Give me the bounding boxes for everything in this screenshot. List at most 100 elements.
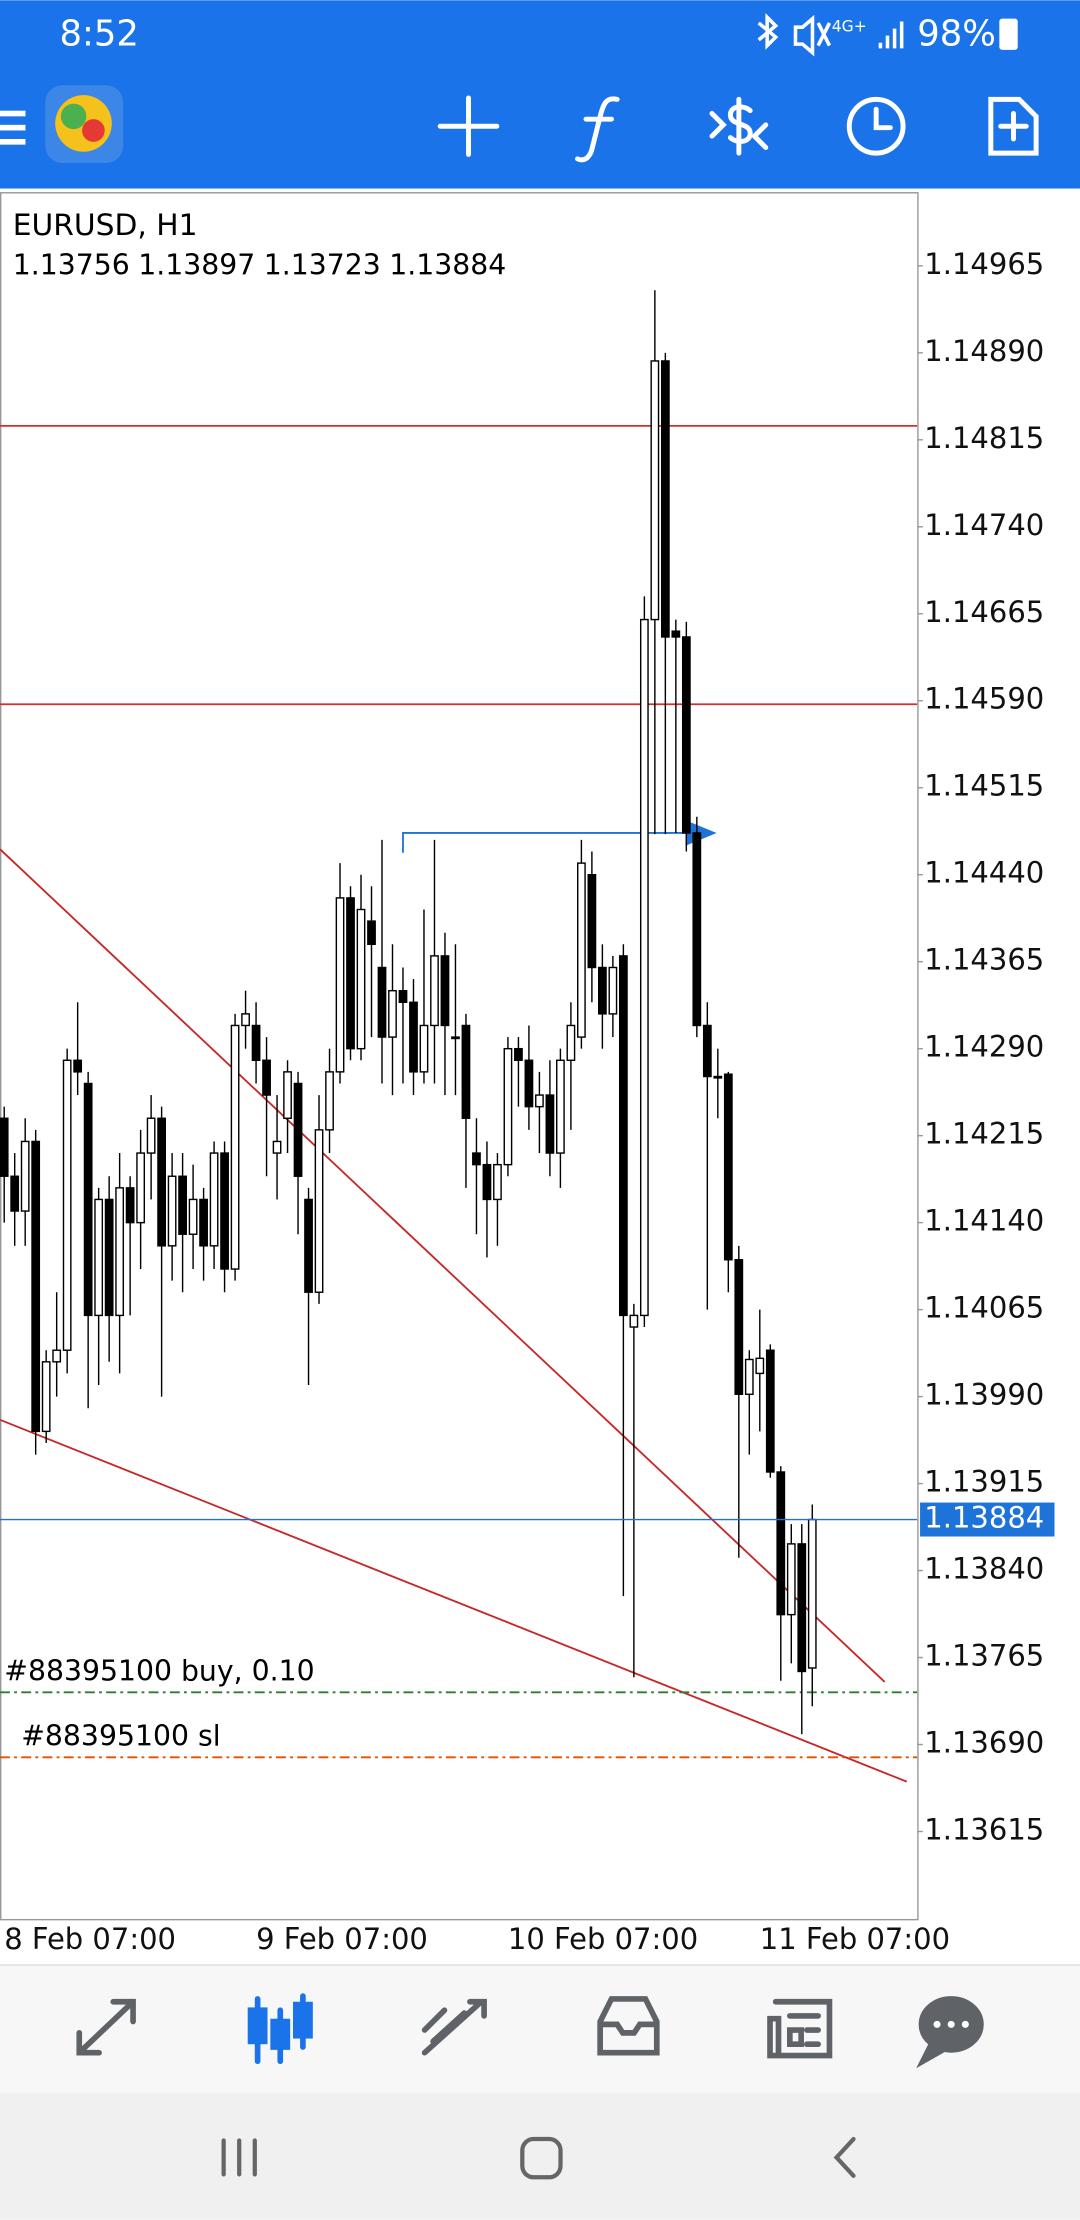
- candle-body: [566, 1024, 576, 1061]
- recents-button[interactable]: [221, 2138, 257, 2177]
- candle-body: [440, 955, 450, 1027]
- x-tick-label: 9 Feb 07:00: [256, 1922, 428, 1956]
- status-icons: [757, 12, 904, 57]
- y-tick-label: 1.13840: [924, 1552, 1044, 1586]
- news-tab[interactable]: [767, 1998, 833, 2059]
- plot-content: #88395100 buy, 0.10 #88395100 sl: [0, 290, 918, 1783]
- y-tick-label: 1.14065: [924, 1291, 1044, 1325]
- candle-body: [451, 1036, 460, 1040]
- candle-body: [115, 1187, 125, 1317]
- candle-body: [535, 1094, 544, 1108]
- candle-body: [146, 1117, 156, 1154]
- candle-body: [230, 1024, 240, 1270]
- candle-body: [786, 1543, 796, 1616]
- candle-body: [31, 1140, 41, 1433]
- x-tick-label: 11 Feb 07:00: [760, 1922, 950, 1956]
- order-label: #88395100 sl: [21, 1719, 220, 1752]
- app-logo[interactable]: [45, 85, 124, 164]
- candle-body: [482, 1163, 492, 1201]
- back-button[interactable]: [833, 2136, 856, 2178]
- y-tick-label: 1.13765: [924, 1639, 1044, 1673]
- timeframe-button[interactable]: [846, 96, 906, 156]
- candle-body: [41, 1361, 51, 1433]
- chart: #88395100 buy, 0.10 #88395100 sl EURUSD, …: [0, 192, 1055, 1956]
- candle-body: [807, 1518, 817, 1669]
- candle-body: [157, 1117, 166, 1247]
- open-value: 1.13756: [13, 248, 130, 281]
- candle-body: [472, 1152, 481, 1166]
- indicators-button[interactable]: [575, 96, 620, 163]
- y-tick-label: 1.14590: [924, 682, 1044, 716]
- tab-bar: [0, 1964, 1080, 2093]
- candle-body: [598, 966, 607, 1015]
- home-button[interactable]: [520, 2136, 563, 2180]
- y-tick-label: 1.14740: [924, 508, 1044, 542]
- candle-body: [713, 1075, 723, 1079]
- high-value: 1.13897: [138, 248, 255, 281]
- quotes-tab[interactable]: [76, 1998, 136, 2056]
- battery-level: 98%: [917, 14, 996, 55]
- candle-body: [671, 630, 681, 638]
- x-tick-label: 8 Feb 07:00: [4, 1922, 176, 1956]
- trade-tab[interactable]: [421, 1998, 487, 2056]
- objects-button[interactable]: [988, 96, 1039, 156]
- crosshair-button[interactable]: [437, 95, 500, 158]
- candle-body: [608, 966, 618, 1015]
- low-value: 1.13723: [264, 248, 381, 281]
- candle-body: [335, 897, 345, 1073]
- candle-body: [639, 618, 649, 1317]
- candle-body: [734, 1259, 744, 1395]
- price-tag: [920, 1502, 1055, 1537]
- candle-body: [430, 955, 439, 1027]
- candle-body: [461, 1024, 471, 1119]
- candle-body: [94, 1198, 104, 1317]
- candle-body: [702, 1024, 712, 1078]
- chart-tab[interactable]: [247, 1993, 313, 2065]
- candle-body: [514, 1047, 523, 1061]
- candle-body: [681, 636, 691, 834]
- candle-body: [797, 1543, 807, 1673]
- y-tick-label: 1.14215: [924, 1117, 1044, 1151]
- candle-body: [52, 1349, 62, 1363]
- y-tick-label: 1.14815: [924, 421, 1044, 455]
- candle-body: [167, 1175, 177, 1247]
- candle-body: [660, 360, 670, 638]
- y-tick-label: 1.14365: [924, 943, 1044, 977]
- candle-body: [587, 874, 597, 969]
- network-type: 4G+: [832, 18, 867, 36]
- candle-body: [283, 1071, 292, 1119]
- candle-body: [629, 1314, 639, 1328]
- candle-body: [377, 966, 387, 1038]
- candle-body: [262, 1059, 271, 1096]
- trade-button[interactable]: [709, 96, 769, 156]
- candle-body: [524, 1059, 534, 1108]
- symbol-label: EURUSD, H1: [13, 208, 198, 243]
- candle-body: [104, 1198, 114, 1317]
- y-tick-label: 1.14665: [924, 595, 1044, 629]
- candle-body: [136, 1152, 146, 1224]
- candle-body: [304, 1198, 313, 1293]
- candle-body: [293, 1082, 303, 1177]
- chat-tab[interactable]: [916, 1996, 984, 2069]
- history-tab[interactable]: [597, 1996, 660, 2056]
- candle-body: [125, 1187, 135, 1224]
- y-tick-label: 1.13690: [924, 1726, 1044, 1760]
- candle-body: [409, 1001, 418, 1073]
- candle-body: [755, 1357, 765, 1375]
- y-tick-label: 1.13990: [924, 1378, 1044, 1412]
- y-tick-label: 1.14440: [924, 856, 1044, 890]
- candle-body: [10, 1175, 20, 1212]
- candle-body: [744, 1358, 754, 1395]
- close-value: 1.13884: [389, 248, 506, 281]
- y-tick-label: 1.13915: [924, 1465, 1044, 1499]
- trendline: [0, 1418, 908, 1783]
- candle-body: [83, 1082, 93, 1317]
- candle-body: [493, 1163, 502, 1201]
- y-tick-label: 1.14140: [924, 1204, 1044, 1238]
- status-time: 8:52: [59, 14, 138, 55]
- menu-button[interactable]: [0, 110, 26, 145]
- candle-body: [251, 1024, 261, 1061]
- candle-body: [346, 897, 355, 1050]
